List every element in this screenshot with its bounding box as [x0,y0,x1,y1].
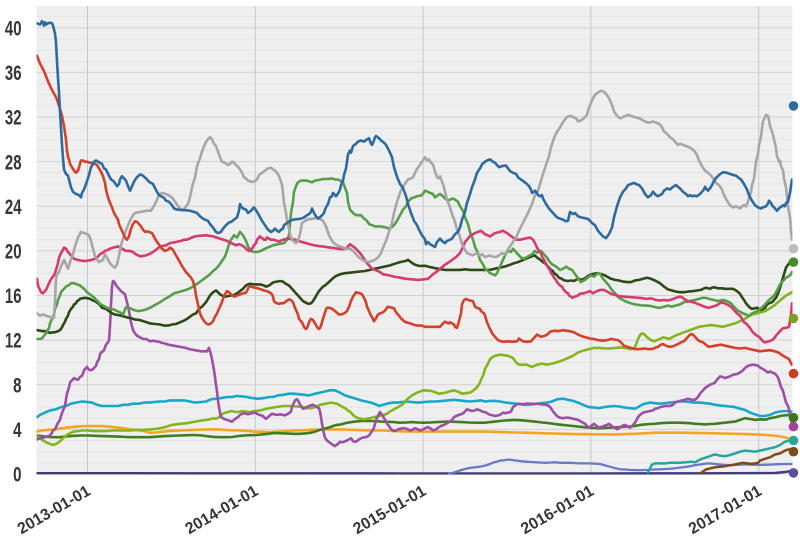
svg-text:32: 32 [5,107,22,130]
svg-text:0: 0 [13,464,21,487]
svg-text:40: 40 [5,17,22,40]
svg-text:20: 20 [5,241,22,264]
svg-text:36: 36 [5,62,22,85]
svg-text:12: 12 [5,330,22,353]
svg-text:16: 16 [5,285,22,308]
svg-text:8: 8 [13,374,22,397]
svg-text:4: 4 [13,419,22,442]
svg-text:24: 24 [5,196,22,219]
svg-text:28: 28 [5,151,22,174]
